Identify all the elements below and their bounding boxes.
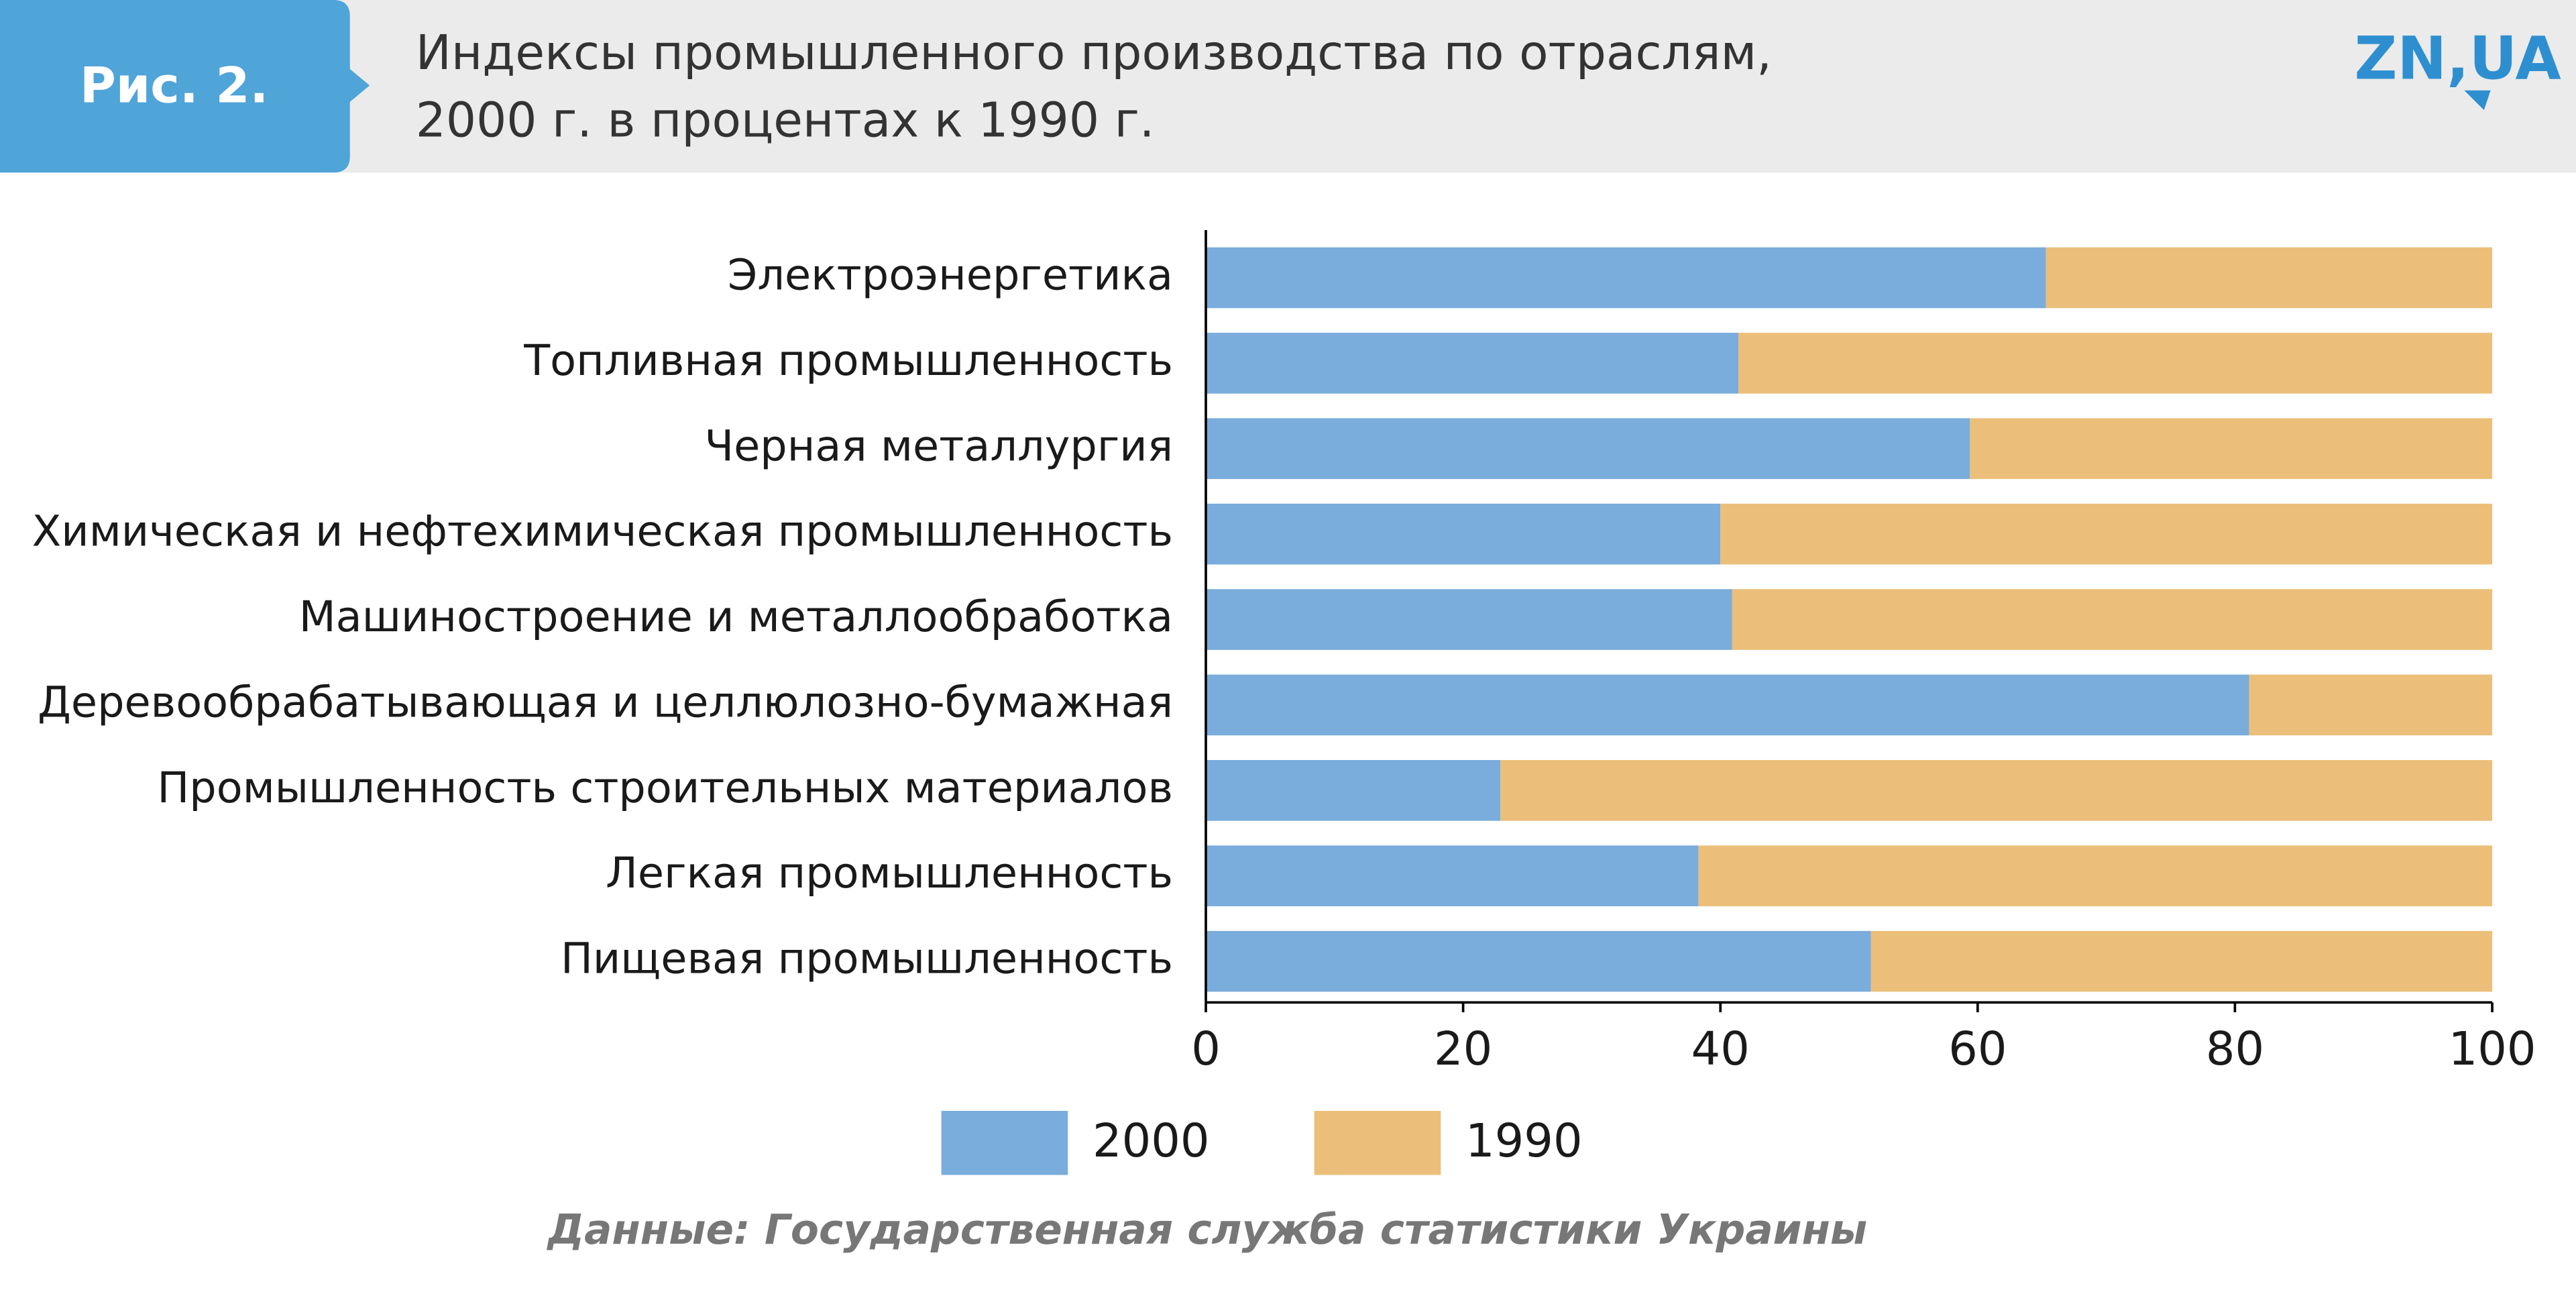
- bar-segment: [1206, 759, 1501, 821]
- y-tick-label: Электроэнергетика: [728, 251, 1173, 301]
- chart-title: Индексы промышленного производства по от…: [416, 25, 1772, 80]
- legend-swatch: [941, 1110, 1068, 1175]
- bar-segment: [1206, 247, 2046, 309]
- x-tick-label: 80: [2206, 1022, 2264, 1076]
- logo: ZN,UA: [2354, 24, 2561, 93]
- legend-swatch: [1314, 1110, 1441, 1175]
- y-tick-label: Пищевая промышленность: [561, 934, 1173, 984]
- bar-segment: [1206, 333, 1739, 394]
- logo-tail: [2464, 90, 2491, 111]
- x-tick-label: 40: [1691, 1022, 1750, 1076]
- x-tick-label: 20: [1434, 1022, 1492, 1076]
- bar-segment: [1206, 674, 2249, 736]
- header-band: [0, 0, 2576, 173]
- bar-segment: [1732, 589, 2493, 650]
- y-tick-label: Машиностроение и металлообработка: [299, 592, 1173, 642]
- figure-label: Рис. 2.: [80, 57, 268, 114]
- y-tick-label: Топливная промышленность: [523, 336, 1173, 386]
- legend-label: 1990: [1465, 1114, 1583, 1168]
- legend-label: 2000: [1093, 1114, 1210, 1168]
- bar-segment: [1206, 845, 1699, 906]
- bar-segment: [2249, 674, 2493, 736]
- bar-segment: [1870, 930, 2493, 992]
- x-tick-label: 100: [2449, 1022, 2536, 1076]
- bar-segment: [2046, 247, 2493, 309]
- x-tick-label: 0: [1191, 1022, 1221, 1076]
- bar-segment: [1206, 589, 1732, 650]
- y-tick-label: Легкая промышленность: [606, 849, 1173, 898]
- bar-segment: [1206, 503, 1721, 565]
- figure-tab: [0, 0, 370, 173]
- x-tick-label: 60: [1948, 1022, 2007, 1076]
- y-tick-label: Черная металлургия: [704, 421, 1173, 471]
- bar-segment: [1970, 418, 2493, 480]
- bar-segment: [1698, 845, 2493, 906]
- bar-segment: [1500, 759, 2493, 821]
- source: Данные: Государственная служба статистик…: [547, 1206, 1868, 1254]
- y-tick-label: Химическая и нефтехимическая промышленно…: [32, 507, 1173, 557]
- bar-segment: [1206, 930, 1871, 992]
- bar-segment: [1720, 503, 2493, 565]
- bar-segment: [1206, 418, 1970, 480]
- bar-segment: [1738, 333, 2493, 394]
- y-tick-label: Деревообрабатывающая и целлюлозно-бумажн…: [38, 678, 1173, 727]
- y-tick-label: Промышленность строительных материалов: [157, 763, 1173, 813]
- chart-title: 2000 г. в процентах к 1990 г.: [416, 92, 1155, 148]
